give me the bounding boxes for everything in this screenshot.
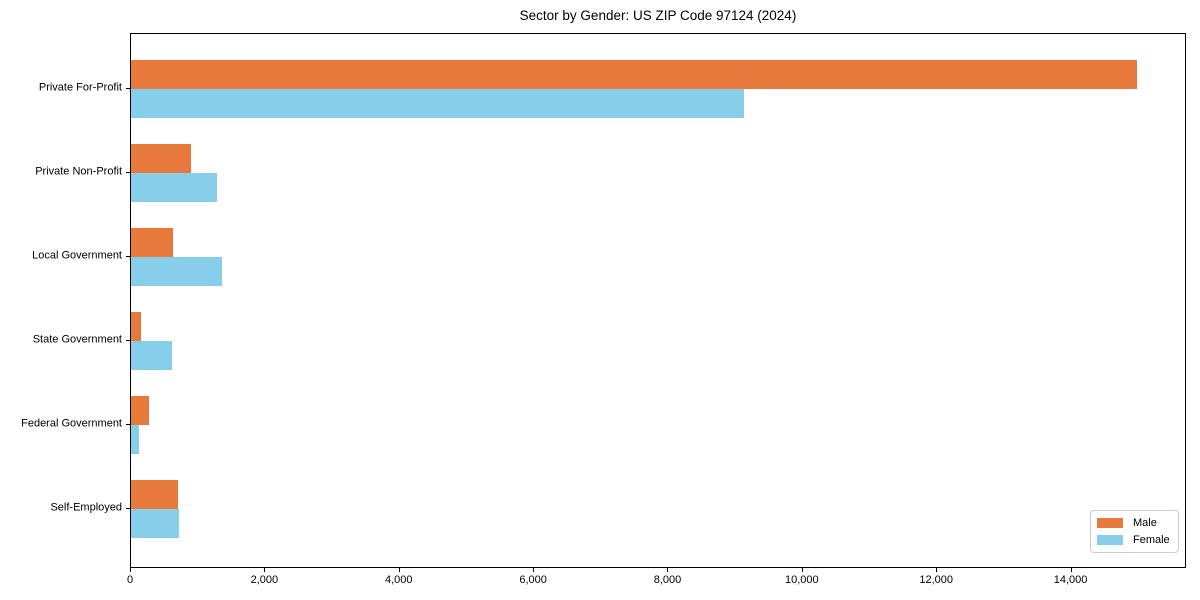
x-tick-mark xyxy=(1070,568,1072,572)
x-tick-label: 14,000 xyxy=(1053,574,1088,586)
chart-title: Sector by Gender: US ZIP Code 97124 (202… xyxy=(519,8,797,23)
y-tick-mark xyxy=(126,88,130,89)
bar-male-3 xyxy=(131,312,141,341)
y-tick-mark xyxy=(126,508,130,509)
bar-male-5 xyxy=(131,480,178,509)
x-tick-label: 8,000 xyxy=(653,574,682,586)
legend: Male Female xyxy=(1090,510,1179,553)
bar-female-2 xyxy=(131,257,222,286)
bar-female-3 xyxy=(131,341,172,370)
x-tick-label: 6,000 xyxy=(519,574,547,586)
legend-swatch-female xyxy=(1097,535,1123,545)
y-tick-label: Federal Government xyxy=(21,417,122,430)
y-tick-label: State Government xyxy=(32,333,122,346)
x-tick-mark xyxy=(533,568,535,572)
legend-label: Male xyxy=(1133,517,1157,529)
x-tick-mark xyxy=(801,568,803,572)
x-tick-label: 12,000 xyxy=(919,574,954,586)
x-tick-label: 0 xyxy=(126,574,134,586)
bar-male-4 xyxy=(131,396,149,425)
bar-female-4 xyxy=(131,425,139,454)
y-tick-label: Local Government xyxy=(32,249,122,262)
bar-male-2 xyxy=(131,228,173,257)
x-tick-label: 2,000 xyxy=(250,574,279,586)
x-tick-label: 10,000 xyxy=(785,574,819,586)
y-tick-label: Private For-Profit xyxy=(38,81,122,94)
bar-female-5 xyxy=(131,509,179,538)
x-tick-mark xyxy=(936,568,938,572)
x-tick-mark xyxy=(398,568,400,572)
bar-male-1 xyxy=(131,144,191,173)
legend-swatch-male xyxy=(1097,518,1123,528)
bar-female-0 xyxy=(131,89,744,118)
y-tick-mark xyxy=(126,424,130,425)
x-tick-mark xyxy=(667,568,669,572)
bar-male-0 xyxy=(131,60,1137,89)
plot-area xyxy=(130,33,1186,568)
y-tick-label: Private Non-Profit xyxy=(35,165,122,178)
y-tick-mark xyxy=(126,340,130,341)
legend-item-female: Female xyxy=(1097,534,1170,546)
bar-female-1 xyxy=(131,173,217,202)
x-tick-mark xyxy=(264,568,266,572)
y-tick-label: Self-Employed xyxy=(50,501,122,514)
x-tick-label: 4,000 xyxy=(384,574,413,586)
y-tick-mark xyxy=(126,256,130,257)
x-tick-mark xyxy=(130,568,131,572)
y-tick-mark xyxy=(126,172,130,173)
legend-label: Female xyxy=(1133,534,1170,546)
legend-item-male: Male xyxy=(1097,517,1170,529)
